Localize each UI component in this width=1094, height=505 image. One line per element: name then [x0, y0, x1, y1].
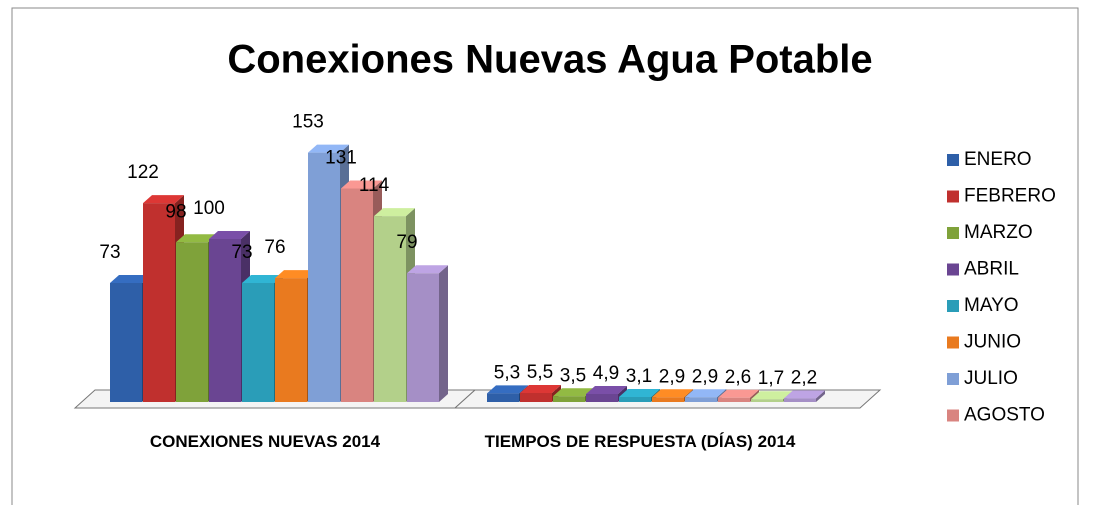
bar-front: [718, 397, 750, 402]
data-label: 1,7: [758, 368, 784, 389]
bar-front: [784, 398, 816, 402]
data-label: 73: [231, 242, 252, 263]
category-label: CONEXIONES NUEVAS 2014: [149, 432, 381, 451]
bar-top: [374, 208, 415, 217]
bar-top: [407, 265, 448, 274]
data-label: 4,9: [593, 363, 619, 384]
legend-label: JULIO: [964, 368, 1018, 389]
data-label: 5,5: [527, 362, 553, 383]
bar-side: [439, 265, 448, 402]
bar-top: [553, 388, 594, 397]
bar-top: [143, 195, 184, 204]
data-label: 100: [193, 198, 225, 219]
bar-front: [407, 273, 439, 402]
bar-top: [751, 391, 792, 400]
data-label: 2,6: [725, 367, 751, 388]
legend-swatch: [947, 190, 959, 203]
data-label: 3,5: [560, 365, 586, 386]
bar-top: [341, 180, 382, 189]
data-label: 76: [264, 237, 285, 258]
bar-top: [209, 231, 250, 239]
data-label: 5,3: [494, 362, 520, 383]
bar-front: [652, 397, 684, 402]
bar-front: [176, 242, 208, 402]
legend-swatch: [947, 373, 959, 385]
bar: [407, 265, 448, 402]
legend-label: MARZO: [964, 222, 1033, 243]
bar-top: [176, 234, 217, 243]
legend-label: MAYO: [964, 295, 1019, 316]
data-label: 153: [292, 112, 324, 133]
bar-top: [520, 385, 561, 394]
legend-swatch: [947, 409, 959, 422]
chart-frame: [11, 7, 1079, 505]
legend-label: ENERO: [964, 149, 1032, 170]
bar-front: [110, 283, 142, 402]
legend-swatch: [947, 336, 959, 349]
bar-front: [374, 216, 406, 402]
bar-top: [619, 388, 660, 397]
bar-top: [308, 144, 349, 153]
bar-side: [816, 390, 825, 402]
bar-front: [242, 283, 274, 402]
bar-top: [586, 386, 627, 395]
bar-top: [685, 389, 726, 398]
bar-front: [341, 188, 373, 402]
legend-label: AGOSTO: [964, 405, 1045, 426]
legend-label: ABRIL: [964, 259, 1019, 280]
legend-swatch: [947, 263, 959, 276]
bar-front: [619, 396, 651, 402]
data-label: 98: [165, 201, 186, 222]
data-label: 2,9: [692, 366, 718, 387]
data-label: 73: [99, 242, 120, 263]
legend-label: FEBRERO: [964, 186, 1056, 207]
bar-front: [520, 393, 552, 402]
bar-top: [718, 389, 759, 398]
data-label: 2,2: [791, 367, 817, 388]
bar-top: [275, 270, 316, 279]
bar-front: [275, 278, 307, 402]
category-label: TIEMPOS DE RESPUESTA (DÍAS) 2014: [484, 432, 796, 451]
data-label: 2,9: [659, 366, 685, 387]
legend-swatch: [947, 227, 959, 239]
bar-front: [209, 239, 241, 402]
data-label: 122: [127, 162, 159, 183]
data-label: 79: [396, 232, 417, 253]
data-label: 131: [325, 147, 357, 168]
data-label: 114: [359, 175, 390, 196]
bar-front: [308, 152, 340, 402]
data-label: 3,1: [626, 366, 652, 387]
legend-swatch: [947, 300, 959, 312]
legend-label: JUNIO: [964, 332, 1021, 353]
bar-front: [586, 394, 618, 402]
bar-front: [487, 393, 519, 402]
bar-top: [242, 275, 283, 284]
bar: [784, 390, 825, 402]
bar-front: [143, 203, 175, 402]
bar-top: [487, 385, 528, 394]
bar-front: [553, 396, 585, 402]
bar-top: [784, 390, 825, 399]
chart-title: Conexiones Nuevas Agua Potable: [227, 38, 872, 82]
legend-swatch: [947, 154, 959, 166]
bar-front: [751, 399, 783, 402]
bar-top: [110, 275, 151, 284]
bar-top: [652, 389, 693, 398]
bar-front: [685, 397, 717, 402]
